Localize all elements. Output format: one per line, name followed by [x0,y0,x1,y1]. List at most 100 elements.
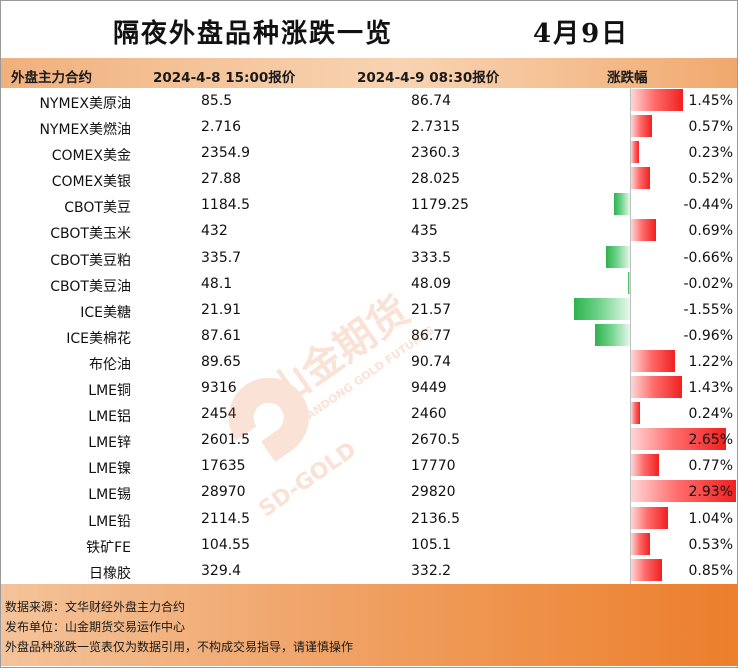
table-row: LME铅 2114.5 2136.5 1.04% [1,506,737,532]
change-percent: 1.04% [688,510,733,527]
contract-name: CBOT美豆粕 [50,252,131,269]
price-prev: 87.61 [201,327,242,344]
table-row: CBOT美豆粕 335.7 333.5 -0.66% [1,245,737,271]
change-bar [631,376,683,399]
price-current: 9449 [411,380,447,397]
change-bar [631,454,659,477]
price-current: 2136.5 [411,510,460,527]
table-row: ICE美糖 21.91 21.57 -1.55% [1,297,737,323]
price-prev: 104.55 [201,536,250,553]
change-percent: -0.96% [683,327,733,344]
change-bar [631,349,675,372]
change-bar [631,89,684,111]
table-row: LME铝 2454 2460 0.24% [1,401,737,427]
header-contract: 外盘主力合约 [11,70,92,86]
change-bar [631,219,656,242]
change-percent: -0.66% [683,249,733,266]
price-current: 332.2 [411,562,452,579]
change-bar [631,480,737,503]
price-current: 2.7315 [411,119,460,136]
price-current: 29820 [411,484,456,501]
change-percent: 1.45% [688,93,733,109]
price-prev: 17635 [201,458,246,475]
page-title: 隔夜外盘品种涨跌一览 [113,19,394,49]
header-price-1: 2024-4-8 15:00报价 [153,70,296,86]
price-prev: 9316 [201,380,237,397]
contract-name: 铁矿FE [86,539,131,556]
price-current: 28.025 [411,171,460,188]
title-bar: 隔夜外盘品种涨跌一览 4月9日 [1,1,737,58]
change-percent: 0.77% [688,458,733,475]
table-row: COMEX美银 27.88 28.025 0.52% [1,166,737,192]
price-prev: 432 [201,223,228,240]
contract-name: LME铅 [88,513,131,530]
price-prev: 2601.5 [201,432,250,449]
contract-name: LME锡 [88,487,131,504]
change-percent: 0.53% [688,536,733,553]
price-current: 17770 [411,458,456,475]
price-prev: 27.88 [201,171,242,188]
price-prev: 48.1 [201,275,233,292]
price-prev: 2354.9 [201,145,250,162]
table-row: CBOT美豆 1184.5 1179.25 -0.44% [1,192,737,218]
table-row: NYMEX美原油 85.5 86.74 1.45% [1,88,737,114]
footer-disclaimer: 外盘品种涨跌一览表仅为数据引用，不构成交易指导，请谨慎操作 [5,640,354,654]
report-date: 4月9日 [533,19,630,49]
change-percent: 0.23% [688,145,733,162]
table-body: NYMEX美原油 85.5 86.74 1.45% NYMEX美燃油 2.716 2.731… [1,88,737,584]
price-current: 86.77 [411,327,452,344]
contract-name: ICE美糖 [80,304,131,321]
change-bar [631,532,651,555]
contract-name: CBOT美豆油 [50,278,131,295]
contract-name: ICE美棉花 [66,330,131,347]
change-percent: -0.44% [683,197,733,214]
change-bar [631,167,650,190]
price-current: 21.57 [411,301,452,318]
change-bar [628,271,630,294]
change-percent: 0.24% [688,406,733,423]
price-current: 2670.5 [411,432,460,449]
price-current: 105.1 [411,536,452,553]
table-header: 外盘主力合约 2024-4-8 15:00报价 2024-4-9 08:30报价… [1,58,737,88]
table-row: CBOT美玉米 432 435 0.69% [1,218,737,244]
table-row: LME锡 28970 29820 2.93% [1,479,737,505]
contract-name: LME锌 [88,435,131,452]
table-row: CBOT美豆油 48.1 48.09 -0.02% [1,271,737,297]
contract-name: LME镍 [88,461,131,478]
change-bar [631,506,669,529]
change-percent: 0.85% [688,562,733,579]
price-prev: 329.4 [201,562,242,579]
price-current: 48.09 [411,275,452,292]
price-current: 2360.3 [411,145,460,162]
change-percent: 0.69% [688,223,733,240]
price-prev: 89.65 [201,353,242,370]
change-bar [574,297,630,320]
table-row: NYMEX美燃油 2.716 2.7315 0.57% [1,114,737,140]
table-row: 日橡胶 329.4 332.2 0.85% [1,558,737,584]
change-percent: 2.65% [688,432,733,449]
footer-publisher: 发布单位：山金期货交易运作中心 [5,620,186,634]
price-current: 90.74 [411,353,452,370]
price-current: 333.5 [411,249,452,266]
price-prev: 2454 [201,406,237,423]
table-row: 铁矿FE 104.55 105.1 0.53% [1,532,737,558]
change-percent: 0.52% [688,171,733,188]
change-bar [631,428,727,451]
price-prev: 85.5 [201,93,233,109]
contract-name: NYMEX美原油 [39,96,131,112]
contract-name: CBOT美玉米 [50,226,131,243]
contract-name: CBOT美豆 [64,200,131,217]
contract-name: 日橡胶 [89,565,131,582]
change-bar [631,402,640,425]
change-percent: 1.43% [688,380,733,397]
price-prev: 21.91 [201,301,242,318]
price-prev: 2.716 [201,119,242,136]
price-prev: 335.7 [201,249,242,266]
table-row: ICE美棉花 87.61 86.77 -0.96% [1,323,737,349]
header-change: 涨跌幅 [607,70,648,86]
footer: 数据来源：文华财经外盘主力合约 发布单位：山金期货交易运作中心 外盘品种涨跌一览… [1,584,737,666]
price-prev: 28970 [201,484,246,501]
change-percent: 0.57% [688,119,733,136]
table-row: LME锌 2601.5 2670.5 2.65% [1,427,737,453]
header-price-2: 2024-4-9 08:30报价 [357,70,500,86]
